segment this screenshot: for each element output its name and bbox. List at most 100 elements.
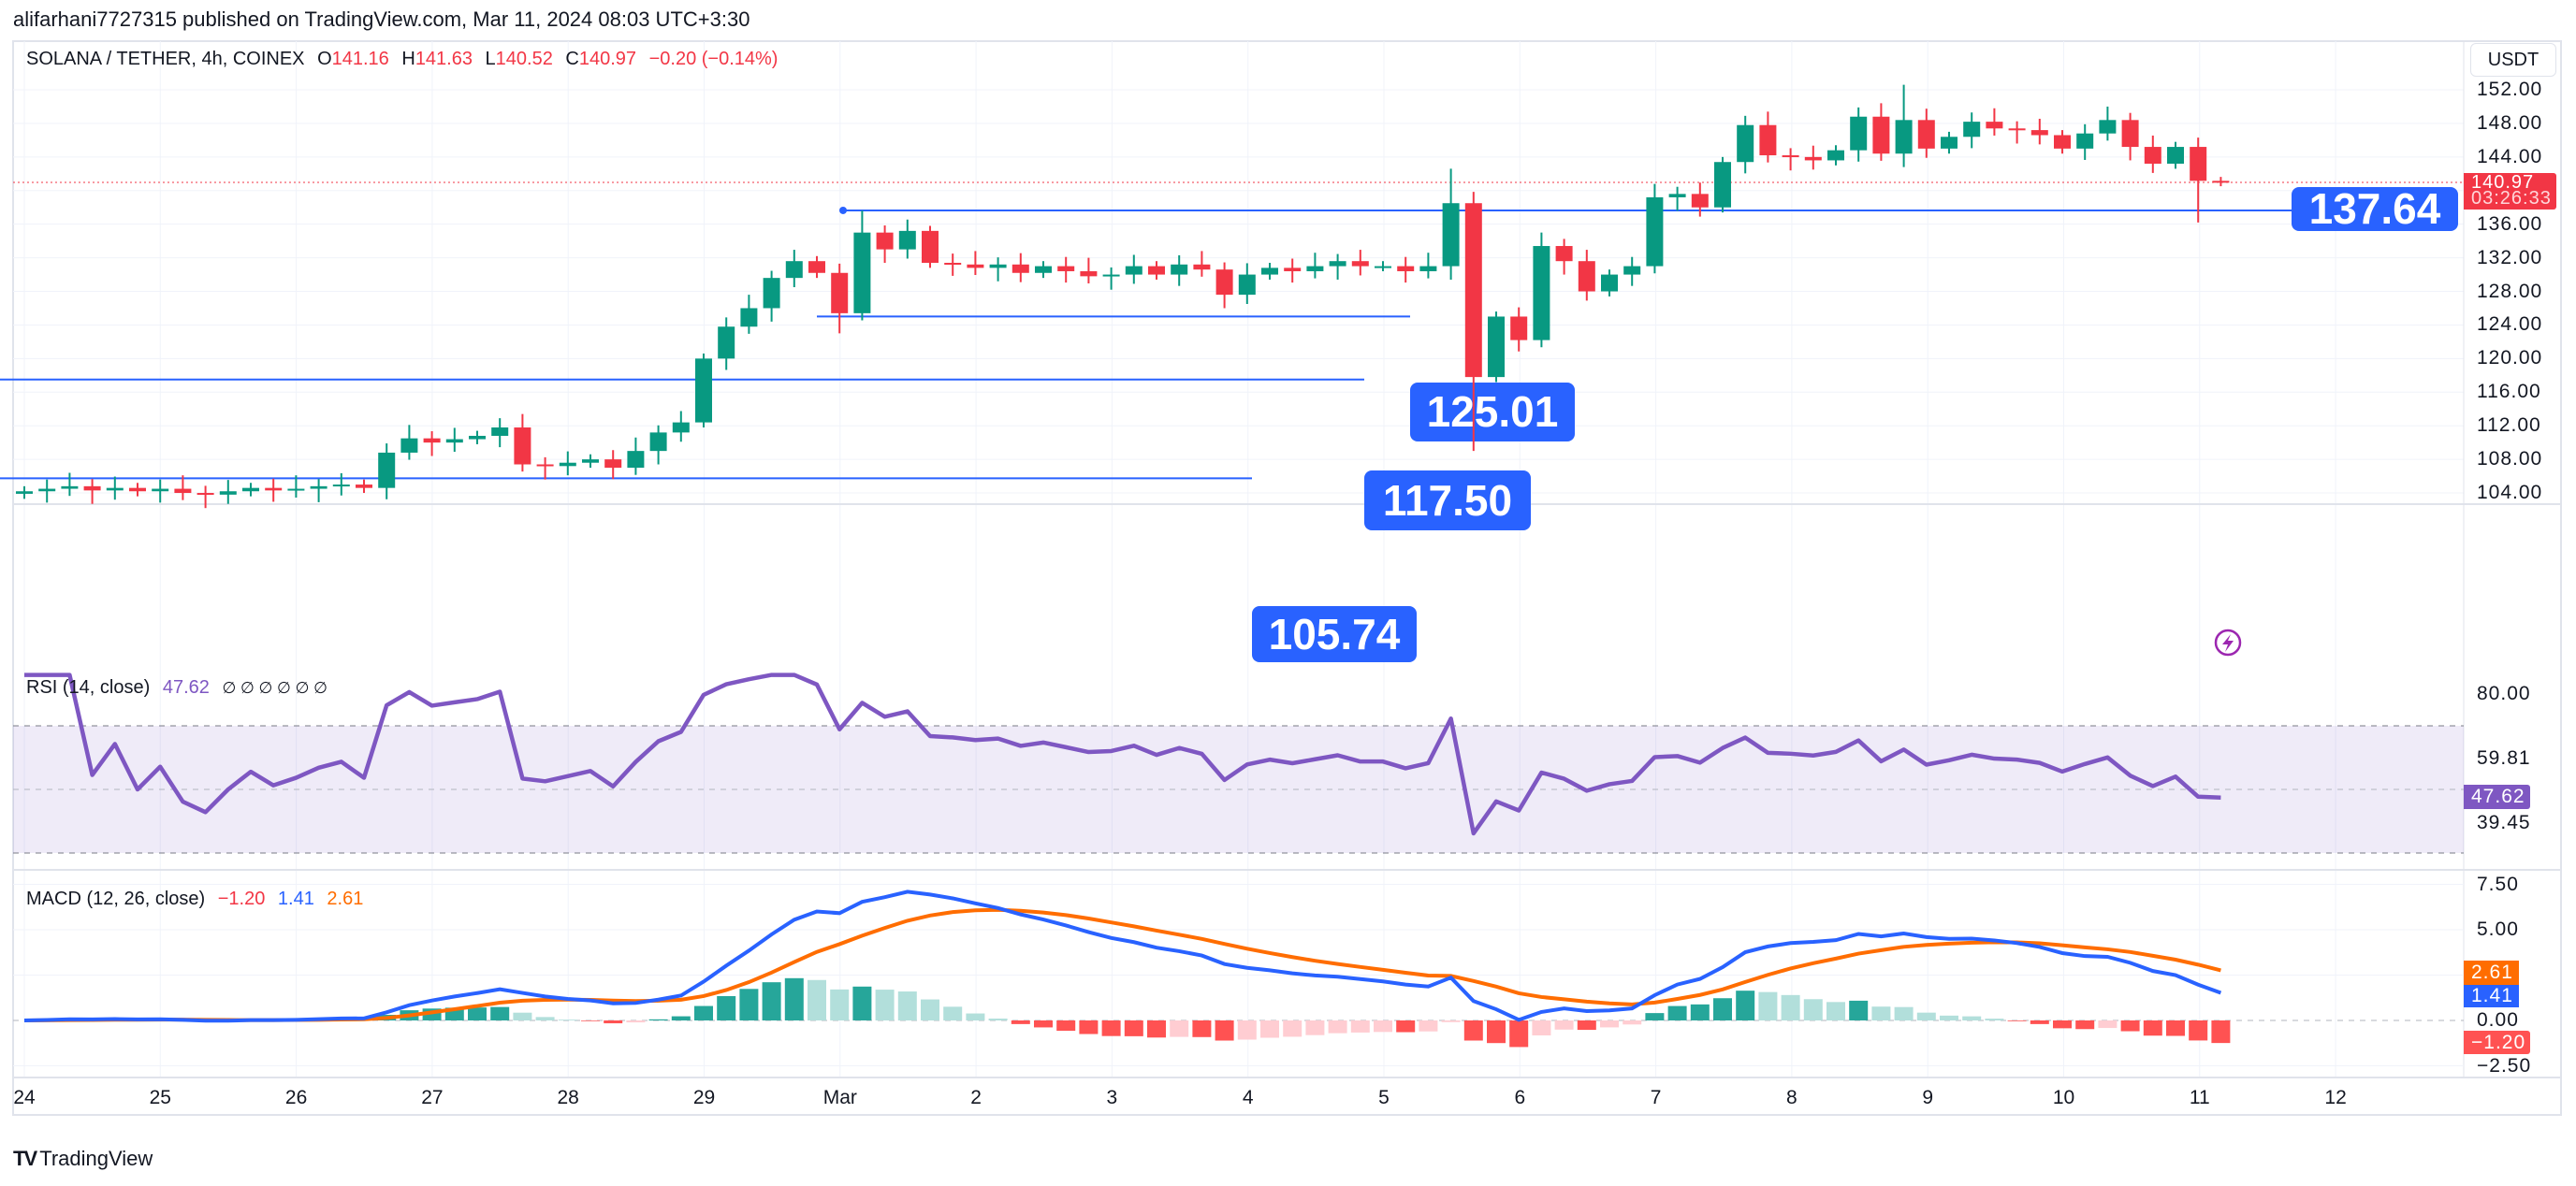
time-tick: 26 [284, 1087, 308, 1108]
macd-histogram-bar [1985, 1019, 2004, 1020]
change-value: −0.20 (−0.14%) [648, 49, 779, 69]
price-tick: 124.00 [2477, 313, 2543, 336]
macd-histogram-bar [2075, 1020, 2095, 1030]
macd-histogram-bar [468, 1007, 487, 1020]
macd-legend: MACD (12, 26, close) −1.20 1.41 2.61 [26, 889, 371, 910]
level-label[interactable]: 125.01 [1410, 383, 1575, 441]
macd-histogram-bar [2030, 1020, 2049, 1024]
signal-tag: 2.61 [2464, 961, 2519, 985]
macd-histogram-bar [694, 1005, 713, 1020]
macd-histogram-bar [1781, 994, 1800, 1020]
macd-histogram-bar [2143, 1020, 2162, 1036]
macd-histogram-bar [1962, 1016, 1982, 1020]
macd-histogram-bar [1645, 1013, 1665, 1020]
macd-histogram-bar [1803, 999, 1823, 1020]
macd-histogram-bar [1192, 1020, 1212, 1037]
time-tick: 7 [1650, 1087, 1662, 1108]
time-tick: 8 [1786, 1087, 1797, 1108]
high-label: H [401, 49, 415, 69]
macd-histogram-bar [1577, 1020, 1596, 1031]
macd-histogram-bar [2166, 1020, 2185, 1036]
rsi-na-values: ∅ ∅ ∅ ∅ ∅ ∅ [222, 679, 327, 697]
macd-histogram-bar [1554, 1020, 1574, 1030]
macd-histogram-bar [490, 1006, 510, 1020]
tradingview-logo[interactable]: TV TradingView [13, 1147, 153, 1170]
currency-button[interactable]: USDT [2470, 43, 2556, 77]
macd-histogram-bar [1894, 1006, 1914, 1020]
macd-histogram-bar [1509, 1020, 1529, 1048]
time-tick: Mar [822, 1087, 857, 1108]
price-tick: 152.00 [2477, 79, 2543, 100]
chart-frame [12, 40, 2562, 1116]
macd-histogram-bar [1170, 1020, 1189, 1037]
price-tick: 116.00 [2477, 381, 2541, 403]
level-label[interactable]: 117.50 [1364, 470, 1531, 530]
macd-histogram-bar [2189, 1020, 2208, 1041]
macd-histogram-bar [1441, 1020, 1461, 1022]
macd-tick: 7.50 [2477, 873, 2519, 895]
macd-histogram-bar [1328, 1020, 1347, 1034]
rsi-title[interactable]: RSI (14, close) [26, 677, 151, 698]
open-value: 141.16 [331, 49, 389, 69]
time-tick: 25 [149, 1087, 171, 1108]
time-tick: 4 [1242, 1087, 1254, 1108]
bar-countdown: 03:26:33 [2471, 188, 2552, 209]
level-label[interactable]: 137.64 [2292, 187, 2458, 231]
price-tick: 136.00 [2477, 212, 2543, 235]
macd-histogram-bar [1487, 1020, 1506, 1044]
level-label[interactable]: 105.74 [1252, 606, 1417, 662]
macd-histogram-bar [1283, 1020, 1303, 1037]
macd-histogram-bar [1463, 1020, 1483, 1041]
level-anchor[interactable] [839, 206, 847, 214]
price-tick: 108.00 [2477, 448, 2543, 470]
macd-histogram-bar [1758, 991, 1778, 1020]
rsi-tick: 59.81 [2477, 746, 2531, 769]
time-tick: 12 [2324, 1087, 2347, 1108]
macd-histogram-bar [1034, 1020, 1053, 1028]
macd-histogram-bar [943, 1006, 963, 1020]
macd-histogram-bar [897, 991, 917, 1020]
macd-histogram-bar [1690, 1004, 1710, 1020]
low-label: L [485, 49, 496, 69]
price-tick: 148.00 [2477, 111, 2543, 134]
lightning-icon[interactable] [2214, 629, 2242, 657]
current-price: 140.97 [2471, 172, 2535, 193]
macd-histogram-bar [1532, 1020, 1551, 1035]
time-tick: 5 [1378, 1087, 1390, 1108]
low-value: 140.52 [495, 49, 553, 69]
symbol-legend: SOLANA / TETHER, 4h, COINEX O141.16 H141… [26, 49, 785, 70]
macd-signal-line [23, 907, 2221, 1022]
macd-histogram-bar [875, 990, 895, 1020]
macd-signal-value: 2.61 [327, 889, 364, 909]
close-label: C [565, 49, 579, 69]
macd-histogram-bar [762, 982, 781, 1020]
price-tick: 132.00 [2477, 246, 2543, 268]
macd-histogram-bar [2053, 1020, 2072, 1029]
macd-histogram-bar [1237, 1020, 1257, 1040]
macd-histogram-bar [1124, 1020, 1143, 1036]
macd-histogram-bar [1667, 1005, 1687, 1020]
macd-histogram-bar [739, 989, 759, 1020]
macd-histogram-bar [808, 979, 826, 1020]
macd-histogram-bar [1940, 1015, 1958, 1020]
macd-title[interactable]: MACD (12, 26, close) [26, 889, 206, 909]
macd-histogram-bar [1374, 1020, 1392, 1033]
rsi-line [24, 673, 2221, 836]
time-tick: 2 [970, 1087, 982, 1108]
hist-tag: −1.20 [2464, 1031, 2530, 1054]
time-tick: 27 [421, 1087, 444, 1108]
macd-histogram-bar [1101, 1020, 1121, 1036]
macd-histogram-bar [604, 1020, 623, 1024]
macd-histogram-bar [1600, 1020, 1619, 1028]
current-price-tag: 140.97 03:26:33 [2464, 173, 2556, 210]
time-tick: 3 [1106, 1087, 1118, 1108]
macd-tick: −2.50 [2477, 1054, 2532, 1077]
rsi-tick: 39.45 [2477, 811, 2531, 833]
price-tick: 112.00 [2477, 414, 2541, 437]
symbol-title[interactable]: SOLANA / TETHER, 4h, COINEX [26, 49, 305, 69]
macd-hist-value: −1.20 [217, 889, 266, 909]
macd-histogram-bar [1305, 1020, 1325, 1035]
time-tick: 24 [13, 1087, 36, 1108]
rsi-tag: 47.62 [2464, 785, 2530, 809]
